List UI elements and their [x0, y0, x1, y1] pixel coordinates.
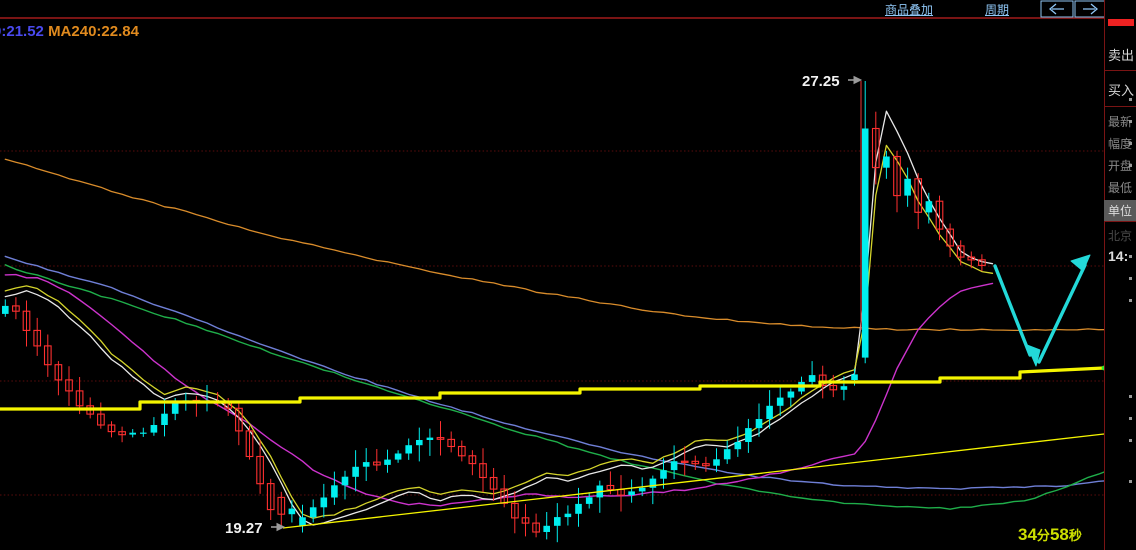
svg-text:19.27: 19.27: [225, 520, 263, 537]
svg-text:27.25: 27.25: [802, 73, 840, 90]
